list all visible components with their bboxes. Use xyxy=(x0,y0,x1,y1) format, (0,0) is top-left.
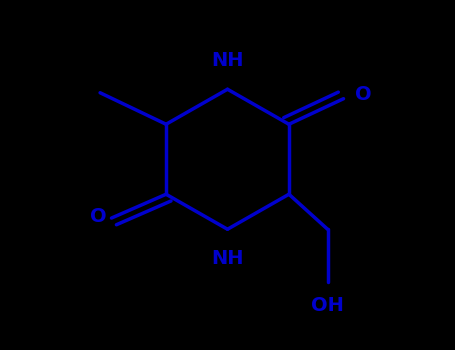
Text: O: O xyxy=(355,85,372,104)
Text: NH: NH xyxy=(211,51,244,70)
Text: OH: OH xyxy=(311,296,344,315)
Text: O: O xyxy=(90,208,107,226)
Text: NH: NH xyxy=(211,248,244,267)
